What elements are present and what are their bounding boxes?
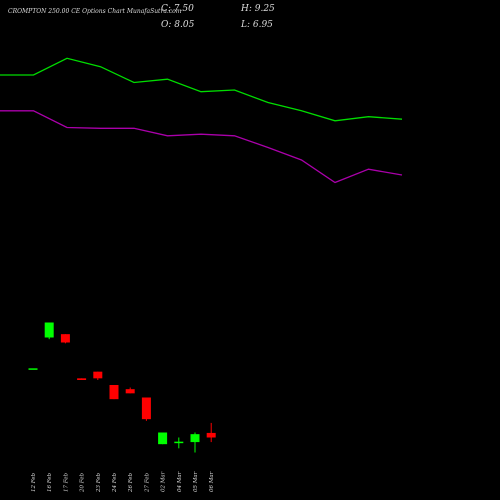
x-tick-label: 05 Mar <box>193 471 199 492</box>
candle-body <box>28 368 38 370</box>
candle-body <box>93 371 103 379</box>
x-tick-label: 23 Feb <box>96 472 102 493</box>
x-tick-label: 12 Feb <box>31 472 37 492</box>
chart-title: CROMPTON 250.00 CE Options Chart MunafaS… <box>8 8 182 15</box>
x-tick-label: 06 Mar <box>209 471 215 492</box>
ma-slow-line <box>0 110 403 184</box>
x-tick-label: 02 Mar <box>161 471 167 492</box>
x-tick-label: 04 Mar <box>177 471 183 492</box>
candle-body <box>174 441 184 444</box>
candle-body <box>125 389 135 394</box>
low-value: L: 6.95 <box>241 20 273 30</box>
candle-body <box>206 432 216 438</box>
ma-fast-line <box>0 57 403 122</box>
candle-body <box>158 432 168 445</box>
candle-body <box>60 334 70 343</box>
candle-body <box>190 434 200 443</box>
candle-body <box>109 385 119 400</box>
candle-body <box>44 322 54 338</box>
close-value: C: 7.50 <box>161 4 194 14</box>
x-tick-label: 20 Feb <box>80 472 86 493</box>
x-tick-label: 17 Feb <box>63 472 69 492</box>
x-tick-label: 24 Feb <box>112 472 118 493</box>
candle-body <box>141 397 151 420</box>
x-tick-label: 27 Feb <box>144 472 150 493</box>
x-tick-label: 16 Feb <box>47 472 53 492</box>
x-tick-label: 26 Feb <box>128 472 134 493</box>
candle-body <box>77 378 87 380</box>
high-value: H: 9.25 <box>241 4 275 14</box>
open-value: O: 8.05 <box>161 20 195 30</box>
